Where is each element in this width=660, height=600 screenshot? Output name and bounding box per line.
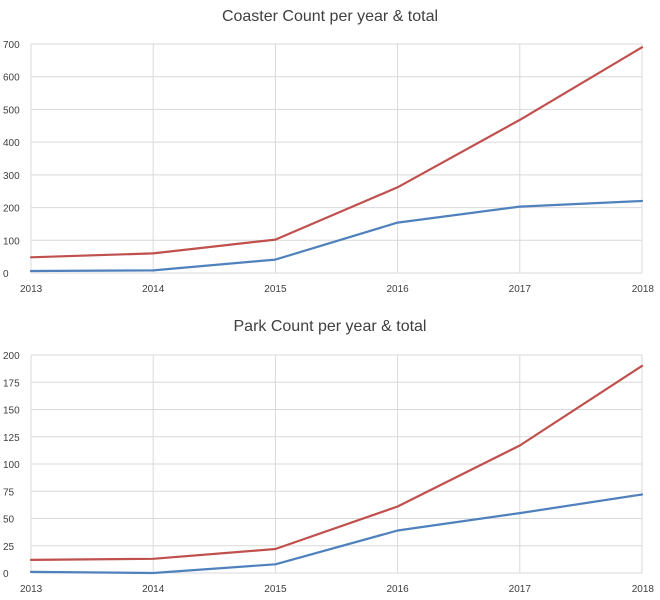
y-tick-label: 300	[3, 171, 20, 182]
coaster-count-chart: Coaster Count per year & total 0 100 200 30…	[3, 8, 655, 295]
x-tick-label: 2016	[386, 284, 409, 295]
x-tick-label: 2015	[264, 284, 287, 295]
y-tick-label: 200	[3, 351, 20, 362]
y-tick-label: 0	[3, 269, 9, 280]
x-tick-label: 2017	[509, 284, 532, 295]
chart-title: Park Count per year & total	[233, 318, 427, 335]
y-tick-label: 500	[3, 105, 20, 116]
chart-title: Coaster Count per year & total	[221, 8, 439, 25]
park-chart-plot: 0 25 50 75 100 125 150 175 200 2013 2014 2015 2016 20…	[3, 351, 655, 595]
y-tick-label: 400	[3, 138, 20, 149]
x-tick-label: 2018	[632, 584, 655, 595]
series-line-1	[29, 364, 644, 561]
y-tick-label: 700	[3, 40, 20, 51]
x-tick-label: 2015	[264, 584, 287, 595]
x-tick-label: 2014	[142, 284, 165, 295]
x-tick-label: 2013	[20, 284, 43, 295]
x-tick-label: 2013	[20, 584, 43, 595]
x-tick-label: 2017	[509, 584, 532, 595]
y-tick-label: 0	[3, 569, 9, 580]
y-tick-label: 25	[3, 542, 15, 553]
series-line-1	[29, 46, 644, 259]
x-tick-label: 2016	[386, 584, 409, 595]
y-tick-label: 100	[3, 460, 20, 471]
x-tick-label: 2014	[142, 584, 165, 595]
y-tick-label: 600	[3, 73, 20, 84]
y-tick-label: 50	[3, 515, 15, 526]
x-tick-label: 2018	[632, 284, 655, 295]
coaster-chart-plot: 0 100 200 300 400 500 600 700 2013 2014 2015 2016 20…	[3, 40, 655, 295]
series-line-2	[29, 493, 644, 575]
y-tick-label: 125	[3, 433, 20, 444]
park-count-chart: Park Count per year & total 0 25 50 75 100 12…	[0, 310, 660, 600]
y-tick-label: 200	[3, 204, 20, 215]
series-line-2	[29, 199, 644, 273]
y-tick-label: 175	[3, 378, 20, 389]
y-tick-label: 100	[3, 236, 20, 247]
y-tick-label: 150	[3, 406, 20, 417]
y-tick-label: 75	[3, 487, 15, 498]
